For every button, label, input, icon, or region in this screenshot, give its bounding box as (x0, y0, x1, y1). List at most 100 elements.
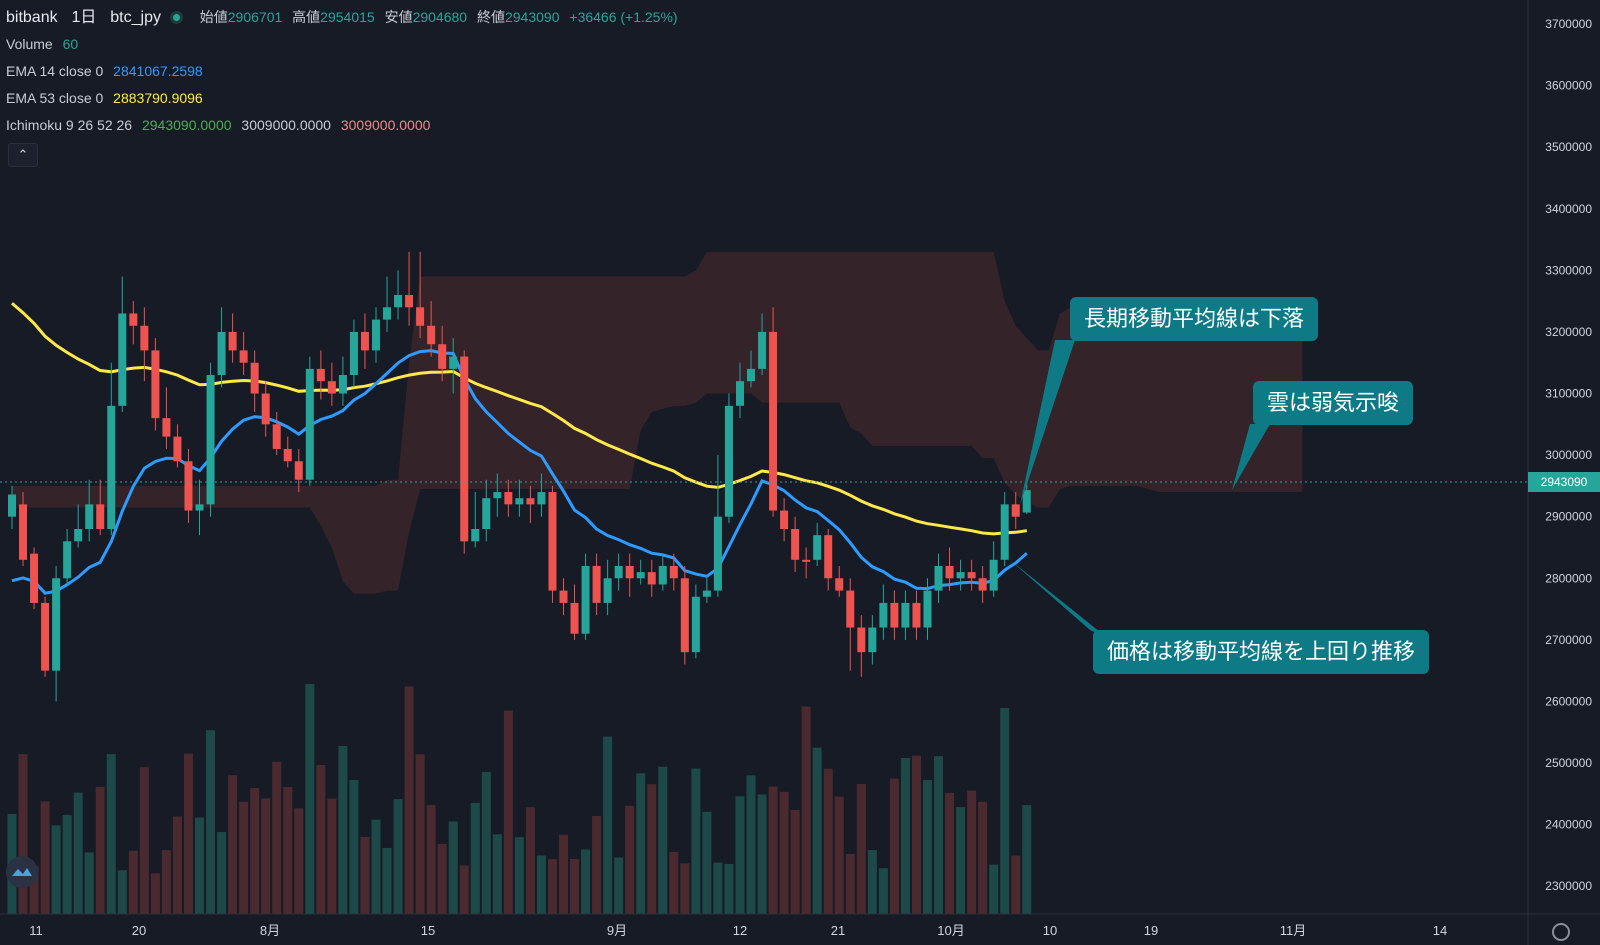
candle-body (460, 356, 469, 542)
candle-body (625, 565, 634, 579)
candle-body (857, 627, 866, 653)
volume-label: Volume (6, 36, 53, 52)
volume-bar (669, 851, 679, 914)
annotation-pointers (1010, 340, 1270, 640)
candle-body (1000, 504, 1009, 560)
legend-ema14-row[interactable]: EMA 14 close 0 2841067.2598 (6, 58, 678, 85)
gear-icon[interactable] (1552, 923, 1570, 941)
candle-body (394, 294, 403, 308)
chevron-up-icon[interactable]: ⌃ (8, 143, 38, 167)
y-tick-label: 2300000 (1545, 879, 1592, 893)
y-tick-label: 3200000 (1545, 325, 1592, 339)
ichimoku-value-1: 2943090.0000 (141, 117, 232, 133)
candle-body (74, 529, 83, 542)
volume-bar (735, 796, 745, 914)
candle-body (206, 375, 215, 505)
open-label: 始値 (199, 9, 228, 25)
pointer-cloud-bearish (1232, 424, 1270, 490)
volume-bar (790, 809, 800, 914)
volume-bar (261, 798, 271, 914)
ema53-label: EMA 53 close 0 (6, 90, 104, 106)
candle-body (371, 319, 380, 351)
volume-bar (636, 773, 646, 914)
volume-bar (228, 775, 238, 914)
candle-body (85, 504, 94, 530)
volume-bar (139, 767, 149, 914)
candle-body (592, 565, 601, 603)
volume-bar (294, 808, 304, 914)
candle-body (96, 504, 105, 530)
candle-body (724, 405, 733, 517)
tradingview-logo-icon[interactable] (6, 856, 38, 888)
volume-bar (724, 863, 734, 914)
candle-body (614, 565, 623, 579)
candle-body (184, 461, 193, 511)
candle-body (559, 590, 568, 603)
candle-body (934, 565, 943, 591)
candle-body (1022, 490, 1031, 513)
volume-bar (62, 815, 72, 914)
candle-body (1011, 504, 1020, 517)
legend-ichimoku-row[interactable]: Ichimoku 9 26 52 26 2943090.0000 3009000… (6, 112, 678, 139)
candle-body (813, 535, 822, 560)
candles (8, 251, 1031, 702)
candle-body (537, 492, 546, 505)
interval-label[interactable]: 1日 (71, 9, 97, 26)
volume-bar (492, 834, 502, 914)
volume-bar (757, 794, 767, 914)
y-tick-label: 2700000 (1545, 633, 1592, 647)
legend-ema53-row[interactable]: EMA 53 close 0 2883790.9096 (6, 85, 678, 112)
close-value: 2943090 (504, 9, 560, 25)
annotation-cloud-bearish: 雲は弱気示唆 (1253, 381, 1414, 425)
candle-body (912, 602, 921, 628)
volume-bar (95, 786, 105, 914)
candle-body (713, 516, 722, 591)
volume-bar (559, 834, 568, 914)
candle-body (250, 362, 259, 394)
annotation-ma-falling: 長期移動平均線は下落 (1070, 297, 1319, 341)
ema14-value: 2841067.2598 (113, 63, 203, 79)
y-tick-label: 3400000 (1545, 202, 1592, 216)
x-tick-label: 20 (132, 923, 146, 938)
volume-bar (426, 805, 436, 914)
candle-body (8, 494, 16, 517)
ichimoku-cloud (12, 251, 1303, 594)
legend-volume-row[interactable]: Volume 60 (6, 31, 678, 58)
exchange-name[interactable]: bitbank (6, 9, 58, 26)
candle-body (416, 307, 425, 326)
candle-body (581, 565, 590, 634)
y-tick-label: 3000000 (1545, 448, 1592, 462)
y-tick-label: 3600000 (1545, 79, 1592, 93)
ema53-line (11, 302, 1028, 536)
volume-bar (570, 858, 580, 914)
volume-bar (470, 802, 480, 914)
candle-body (217, 331, 226, 376)
volume-bar (272, 761, 282, 914)
candle-body (305, 368, 314, 480)
ema14-label: EMA 14 close 0 (6, 63, 104, 79)
volume-bar (481, 772, 491, 914)
ema53-value: 2883790.9096 (113, 90, 203, 106)
volume-bar (283, 786, 293, 914)
candle-body (173, 436, 182, 462)
candle-body (735, 381, 744, 406)
volume-bar (51, 825, 61, 914)
ichimoku-value-2: 3009000.0000 (241, 117, 331, 133)
volume-bar (889, 778, 899, 914)
candle-body (471, 529, 480, 542)
y-tick-label: 3700000 (1545, 17, 1592, 31)
candle-body (261, 393, 270, 425)
volume-bar (514, 837, 524, 914)
y-tick-label: 2800000 (1545, 571, 1592, 585)
volume-bar (525, 807, 535, 914)
time-axis-ticks: 11 20 8月 15 9月 12 21 10月 10 19 11月 14 (29, 923, 1447, 938)
candle-body (41, 602, 50, 671)
volume-bar (768, 786, 778, 914)
x-tick-label: 11 (29, 923, 43, 938)
volume-bar (823, 768, 833, 914)
volume-bar (922, 780, 932, 914)
candle-body (835, 578, 844, 591)
y-tick-label: 2900000 (1545, 510, 1592, 524)
symbol-label[interactable]: btc_jpy (110, 9, 161, 26)
